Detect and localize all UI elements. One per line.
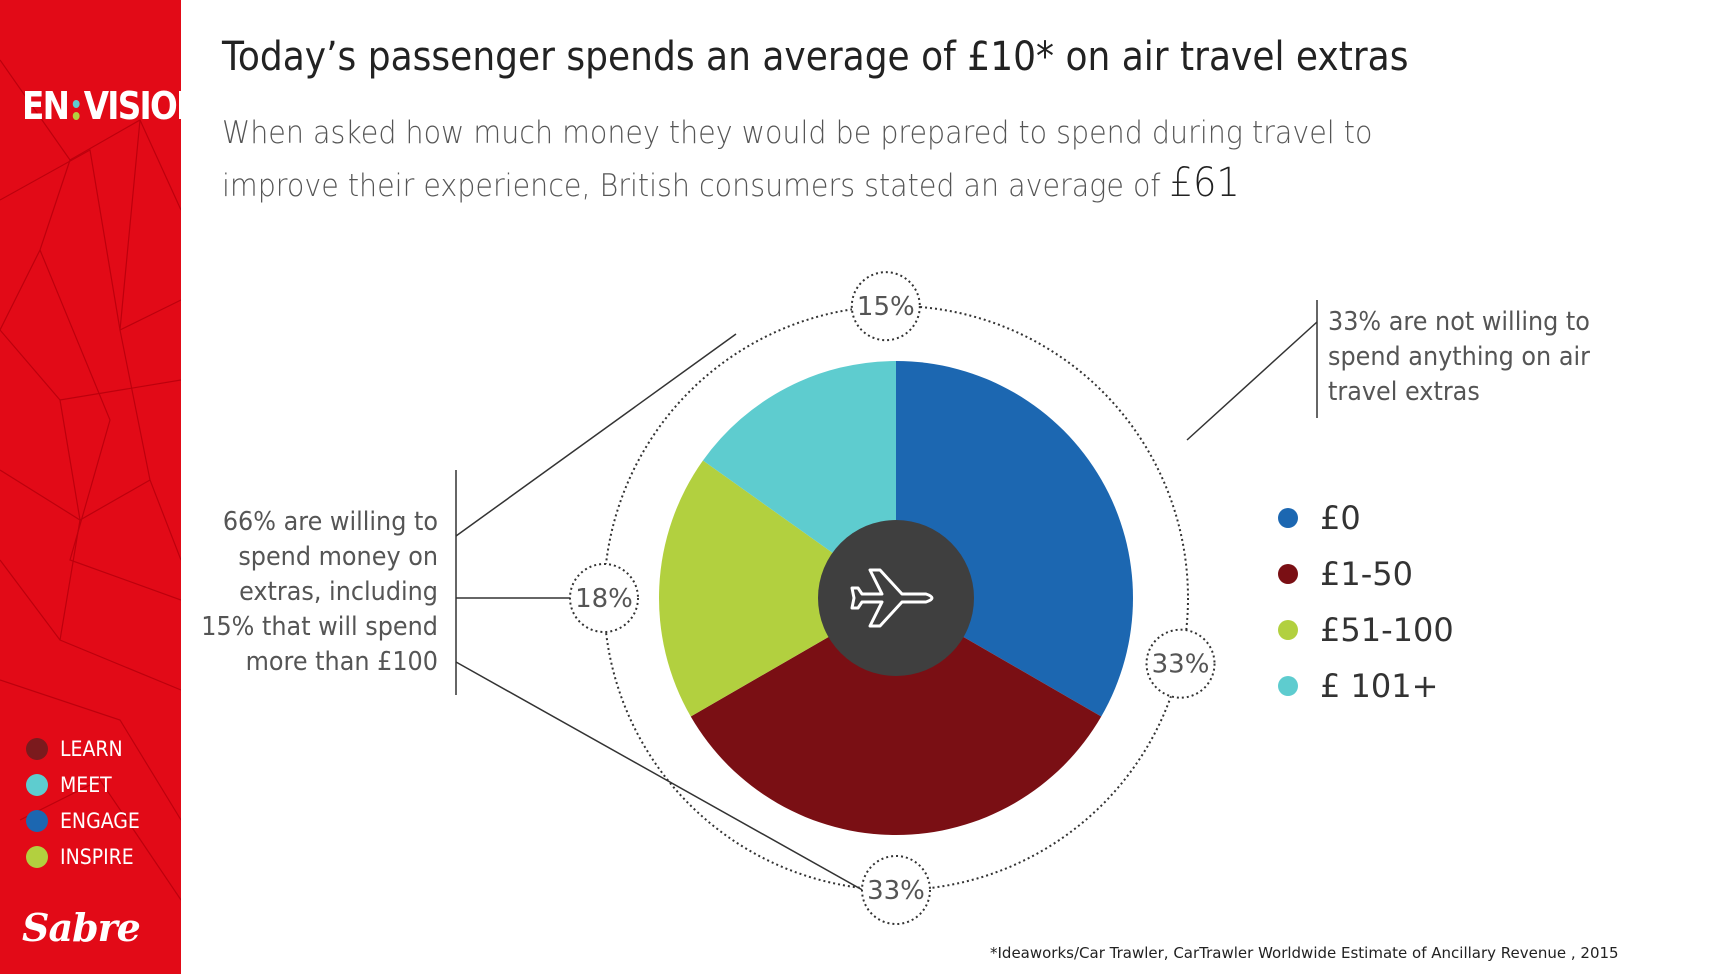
subtitle-amount: £61 <box>1169 160 1240 206</box>
callout-left-line: 66% are willing to <box>222 507 438 537</box>
legend-swatch <box>1278 508 1298 528</box>
sidebar-pattern <box>0 59 181 901</box>
legend-swatch <box>1278 564 1298 584</box>
data-label-circle <box>850 271 921 342</box>
legend-label: £0 <box>1320 499 1361 537</box>
callout-left-line: extras, including <box>239 577 438 607</box>
sabre-logo: Sabre <box>22 905 141 950</box>
callout-right-line: spend anything on air <box>1328 342 1590 372</box>
callout-right-line: travel extras <box>1328 377 1480 407</box>
data-label-bubble: 33% <box>861 855 931 925</box>
data-label: 33% <box>1152 650 1210 680</box>
pie-slices <box>659 361 1133 835</box>
nav-item-inspire[interactable]: INSPIRE <box>26 843 134 871</box>
data-label: 15% <box>857 292 915 322</box>
connector-15 <box>455 333 737 537</box>
legend-item: £ 101+ <box>1278 658 1454 714</box>
center-hub <box>818 520 974 676</box>
legend-label: £ 101+ <box>1320 667 1439 705</box>
nav-item-engage[interactable]: ENGAGE <box>26 807 140 835</box>
callout-right: 33% are not willing to spend anything on… <box>1328 305 1618 410</box>
nav-label-engage: ENGAGE <box>60 809 140 833</box>
airplane-icon <box>850 568 934 628</box>
callout-right-line: 33% are not willing to <box>1328 307 1590 337</box>
brand-right: VISION <box>83 84 181 128</box>
nav-label-learn: LEARN <box>60 737 123 761</box>
nav-item-learn[interactable]: LEARN <box>26 735 123 763</box>
legend-label: £1-50 <box>1320 555 1413 593</box>
callout-left-line: more than £100 <box>245 647 438 677</box>
legend-swatch <box>1278 620 1298 640</box>
nav-dot-learn <box>26 738 48 760</box>
footnote: *Ideaworks/Car Trawler, CarTrawler World… <box>990 944 1619 962</box>
pie-slice <box>659 460 896 717</box>
data-label-circle <box>1145 628 1216 699</box>
subtitle-text: When asked how much money they would be … <box>222 115 1373 204</box>
chart-legend: £0 £1-50 £51-100 £ 101+ <box>1278 490 1454 714</box>
legend-item: £51-100 <box>1278 602 1454 658</box>
connector-33-right <box>1186 321 1318 441</box>
brand-colon <box>70 94 82 124</box>
data-label-bubble: 15% <box>850 271 921 342</box>
data-label-bubble: 33% <box>1145 628 1216 699</box>
data-label-bubble: 18% <box>569 563 639 633</box>
data-label-bubbles: 33% 33% 18% 15% <box>569 271 1216 925</box>
brand-left: EN <box>22 84 70 128</box>
nav-label-meet: MEET <box>60 773 112 797</box>
envision-logo: EN VISION <box>22 84 181 128</box>
data-label-circle <box>861 855 931 925</box>
data-label-circle <box>569 563 639 633</box>
nav-dot-engage <box>26 810 48 832</box>
data-label: 33% <box>867 876 925 906</box>
legend-label: £51-100 <box>1320 611 1454 649</box>
page-subtitle: When asked how much money they would be … <box>222 108 1473 211</box>
nav-dot-meet <box>26 774 48 796</box>
nav-item-meet[interactable]: MEET <box>26 771 112 799</box>
connector-33-bottom <box>455 661 867 893</box>
callout-left: 66% are willing to spend money on extras… <box>180 505 438 680</box>
nav-label-inspire: INSPIRE <box>60 845 134 869</box>
legend-item: £1-50 <box>1278 546 1454 602</box>
legend-swatch <box>1278 676 1298 696</box>
page-title: Today’s passenger spends an average of £… <box>222 34 1409 80</box>
sidebar: EN VISION LEARN MEET ENGAGE INSPIRE Sabre <box>0 0 181 974</box>
callout-connectors <box>455 300 1318 893</box>
callout-left-line: spend money on <box>238 542 438 572</box>
data-label: 18% <box>575 584 633 614</box>
callout-left-line: 15% that will spend <box>201 612 438 642</box>
legend-item: £0 <box>1278 490 1454 546</box>
nav-dot-inspire <box>26 846 48 868</box>
